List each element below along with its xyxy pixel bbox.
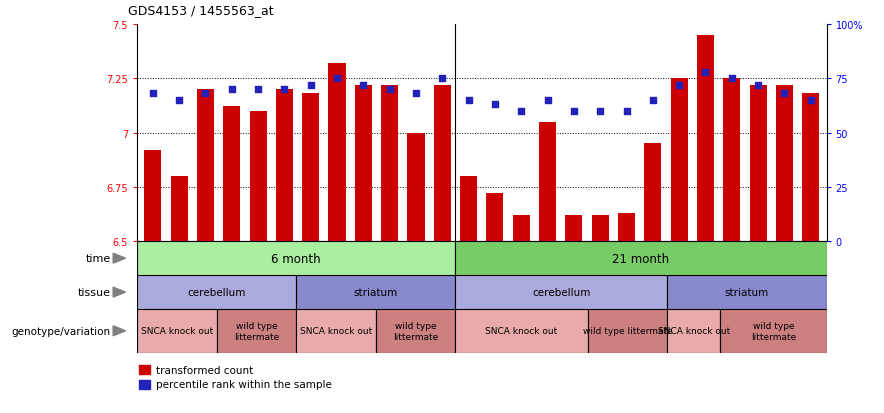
Text: SNCA knock out: SNCA knock out	[485, 327, 558, 335]
Point	[251, 87, 265, 93]
Text: wild type littermate: wild type littermate	[583, 327, 673, 335]
Text: percentile rank within the sample: percentile rank within the sample	[156, 380, 332, 389]
Point	[278, 87, 292, 93]
Bar	[144, 151, 162, 242]
Bar	[249, 112, 267, 242]
Text: SNCA knock out: SNCA knock out	[658, 327, 730, 335]
Text: wild type
littermate: wild type littermate	[751, 321, 796, 341]
Text: 6 month: 6 month	[271, 252, 321, 265]
Bar	[723, 79, 741, 242]
Bar	[381, 85, 398, 242]
Bar	[329, 64, 346, 242]
Point	[593, 108, 607, 115]
Bar	[408, 133, 424, 242]
Text: time: time	[85, 254, 110, 263]
Bar	[276, 90, 293, 242]
Bar	[539, 122, 556, 242]
Bar	[455, 309, 588, 353]
Bar	[671, 79, 688, 242]
Bar	[376, 309, 455, 353]
Point	[435, 76, 449, 82]
Bar	[618, 214, 635, 242]
Bar	[750, 85, 766, 242]
Bar	[296, 275, 455, 309]
Bar	[455, 275, 667, 309]
Text: SNCA knock out: SNCA knock out	[141, 327, 213, 335]
Point	[172, 97, 187, 104]
Text: genotype/variation: genotype/variation	[11, 326, 110, 336]
Text: striatum: striatum	[354, 287, 398, 297]
Bar	[667, 309, 720, 353]
Bar	[296, 309, 376, 353]
Point	[672, 82, 686, 89]
Bar	[802, 94, 819, 242]
Bar	[697, 36, 714, 242]
Bar	[486, 194, 504, 242]
Bar	[171, 177, 187, 242]
Bar	[588, 309, 667, 353]
Point	[488, 102, 502, 108]
Text: 21 month: 21 month	[613, 252, 669, 265]
Bar	[302, 94, 319, 242]
Point	[146, 91, 160, 97]
Bar	[137, 275, 296, 309]
Bar	[217, 309, 296, 353]
Point	[777, 91, 791, 97]
Bar	[667, 275, 827, 309]
Bar	[434, 85, 451, 242]
Point	[620, 108, 634, 115]
Text: wild type
littermate: wild type littermate	[392, 321, 438, 341]
Bar	[566, 216, 583, 242]
Bar	[460, 177, 477, 242]
Bar	[137, 309, 217, 353]
Point	[461, 97, 476, 104]
Bar	[224, 107, 240, 242]
Bar	[644, 144, 661, 242]
Text: striatum: striatum	[725, 287, 769, 297]
Bar	[591, 216, 609, 242]
Bar	[513, 216, 530, 242]
Point	[751, 82, 766, 89]
Point	[303, 82, 317, 89]
Point	[725, 76, 739, 82]
Point	[225, 87, 239, 93]
Point	[330, 76, 344, 82]
Point	[804, 97, 818, 104]
Point	[540, 97, 554, 104]
Text: cerebellum: cerebellum	[532, 287, 591, 297]
Text: transformed count: transformed count	[156, 365, 253, 375]
Point	[198, 91, 212, 97]
Point	[356, 82, 370, 89]
Text: SNCA knock out: SNCA knock out	[300, 327, 372, 335]
Text: wild type
littermate: wild type littermate	[233, 321, 279, 341]
Point	[646, 97, 660, 104]
Text: GDS4153 / 1455563_at: GDS4153 / 1455563_at	[128, 4, 274, 17]
Text: cerebellum: cerebellum	[187, 287, 246, 297]
Point	[514, 108, 529, 115]
Point	[698, 69, 713, 76]
Text: tissue: tissue	[78, 287, 110, 297]
Bar	[197, 90, 214, 242]
Point	[567, 108, 581, 115]
Point	[409, 91, 423, 97]
Bar	[455, 242, 827, 275]
Bar	[720, 309, 827, 353]
Point	[383, 87, 397, 93]
Bar	[776, 85, 793, 242]
Bar	[354, 85, 372, 242]
Bar	[137, 242, 455, 275]
